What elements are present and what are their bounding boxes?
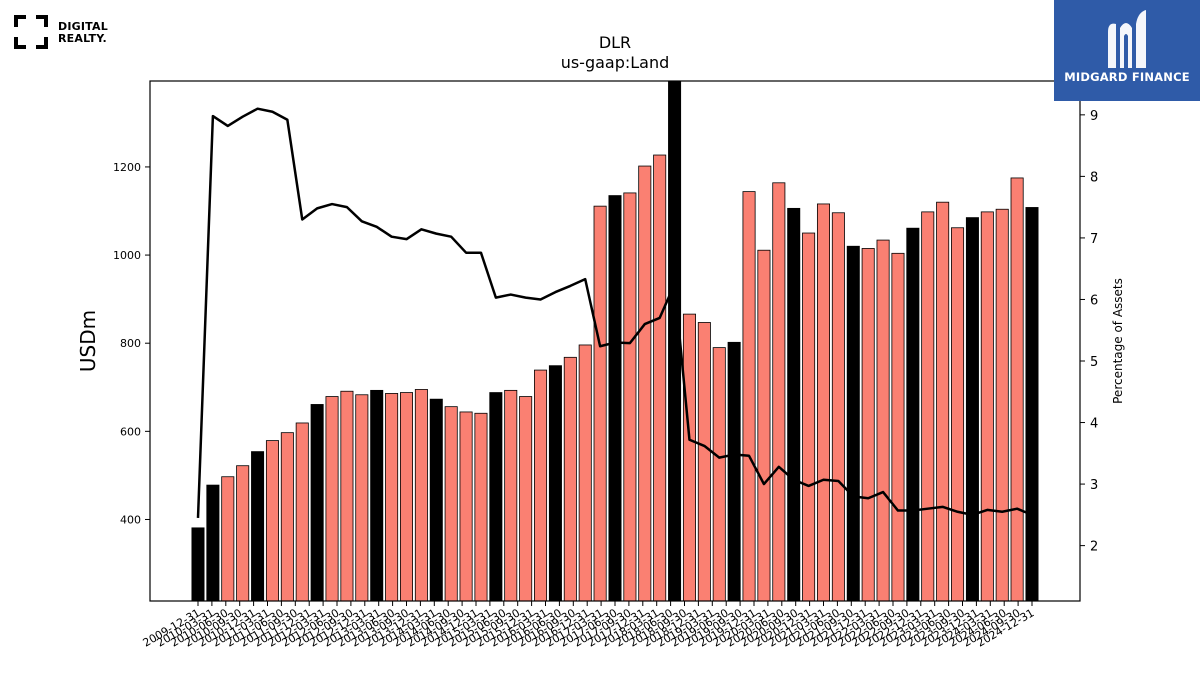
bar [965,217,979,602]
bar [995,208,1009,602]
bar [206,484,220,602]
y2-tick-label: 9 [1090,109,1098,124]
bar [951,227,965,602]
bar [578,344,592,602]
bar [355,394,369,602]
chart-title: DLR [599,33,631,52]
percentage-line [196,107,1033,518]
y-axis-label: USDm [76,310,100,372]
y-tick-label: 800 [120,337,141,350]
bar [876,239,890,602]
y2-tick-label: 6 [1090,293,1098,308]
bar [385,393,399,602]
bar [712,347,726,602]
y2-tick-label: 7 [1090,232,1098,247]
bar [221,476,235,602]
y-tick-label: 1200 [113,161,141,174]
bar [236,465,250,602]
bar [325,396,339,602]
bar [623,192,637,602]
bar [906,227,920,602]
y-tick-label: 1000 [113,249,141,262]
bar [1025,207,1039,602]
bar [653,154,667,602]
midgard-emblem-icon [1108,10,1146,68]
chart-subtitle: us-gaap:Land [561,53,670,72]
bar [772,182,786,602]
bar [399,392,414,602]
bar [742,191,756,602]
bar [191,527,205,602]
bar [280,432,294,602]
x-axis-ticks: 2009-12-312010-03-312010-06-302010-09-30… [141,601,1037,650]
bar [459,411,473,602]
bar-series [191,80,1039,602]
bar [802,232,816,602]
digital-realty-logo: DIGITAL REALTY. [14,14,124,54]
bar [682,313,696,602]
y2-tick-label: 8 [1090,170,1098,185]
y2-tick-label: 5 [1090,355,1098,370]
bar [295,422,309,602]
bar [787,207,801,602]
y2-tick-label: 3 [1090,478,1098,493]
bar [429,398,443,602]
bar [891,252,905,602]
y2-tick-label: 4 [1090,417,1098,432]
bar [251,451,265,602]
bar [846,245,860,602]
bar [727,341,741,602]
y2-axis-label: Percentage of Assets [1111,278,1125,404]
bar [921,211,935,602]
y-axis-ticks: 400 600 800 1000 1200 [113,161,150,526]
logo-text-line1: DIGITAL [58,20,108,33]
bar [593,205,607,602]
bar [265,440,279,602]
bar [980,211,994,602]
digital-realty-mark-icon [14,15,48,49]
bar [638,165,652,602]
bar [608,195,622,602]
midgard-logo-text: MIDGARD FINANCE [1064,70,1190,84]
y-tick-label: 600 [120,425,141,438]
bar [444,406,458,602]
bar [310,404,324,602]
y2-axis-ticks: 2 3 4 5 6 7 8 9 [1080,109,1098,555]
bar [474,412,488,602]
bar [548,365,562,602]
bar [563,356,577,602]
bar [414,389,428,602]
bar [370,389,384,602]
logo-text-line2: REALTY. [58,32,107,45]
bar [831,212,845,602]
y2-tick-label: 2 [1090,540,1098,555]
bar [519,396,533,602]
midgard-finance-logo: MIDGARD FINANCE [1054,0,1200,101]
bar [757,249,771,602]
bar [697,322,711,602]
bar [816,203,831,602]
bar [861,248,875,602]
bar [534,369,548,602]
bar [1010,177,1024,602]
bar [489,392,503,602]
bar [340,390,354,602]
bar [504,389,518,602]
bar [936,201,950,602]
y-tick-label: 400 [120,513,141,526]
